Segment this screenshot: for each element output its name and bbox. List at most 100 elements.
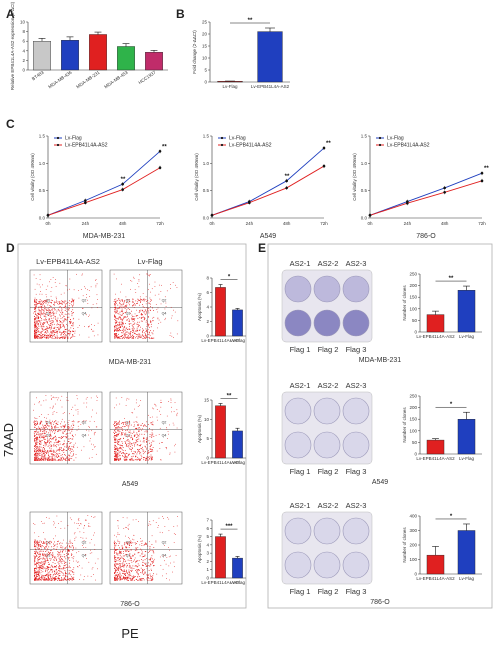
event <box>157 527 159 528</box>
event <box>128 443 130 444</box>
event <box>43 326 45 328</box>
event <box>150 524 152 526</box>
event <box>57 561 59 563</box>
event <box>115 435 117 437</box>
event <box>170 398 172 400</box>
event <box>59 324 61 326</box>
event <box>43 303 45 304</box>
event <box>141 578 142 580</box>
x-tick-label: 48h <box>441 221 449 226</box>
event <box>40 565 41 567</box>
event <box>45 328 46 330</box>
event <box>130 459 131 461</box>
event <box>35 578 36 580</box>
y-tick-label: 200 <box>409 543 417 548</box>
event <box>69 307 70 309</box>
event <box>36 458 38 460</box>
event <box>52 552 54 554</box>
event <box>141 556 143 558</box>
event <box>58 458 60 460</box>
event <box>150 330 152 332</box>
event <box>72 334 73 335</box>
event <box>74 532 76 534</box>
event <box>54 307 55 309</box>
plate-bottom-label: Flag 1 <box>290 467 311 476</box>
event <box>124 459 126 461</box>
event <box>131 449 132 451</box>
event <box>54 573 56 575</box>
event <box>146 307 148 308</box>
event <box>75 560 77 562</box>
event <box>40 332 42 334</box>
event <box>170 306 172 308</box>
event <box>52 330 54 332</box>
event <box>114 446 116 447</box>
event <box>121 304 123 306</box>
event <box>147 552 149 553</box>
event <box>128 427 129 429</box>
event <box>125 405 127 406</box>
event <box>47 459 48 460</box>
event <box>116 567 118 568</box>
event <box>58 429 60 431</box>
event <box>40 404 42 406</box>
event <box>58 328 59 330</box>
event <box>132 412 134 414</box>
event <box>128 302 130 304</box>
event <box>88 425 90 427</box>
event <box>114 333 116 334</box>
event <box>159 442 160 444</box>
event <box>35 443 36 445</box>
event <box>123 336 125 338</box>
event <box>34 435 36 437</box>
event <box>35 455 37 457</box>
event <box>38 454 40 456</box>
y-tick-label: 8 <box>22 29 25 34</box>
event <box>142 450 144 452</box>
event <box>130 457 132 459</box>
event <box>95 279 97 280</box>
event <box>35 308 36 310</box>
event <box>38 551 40 553</box>
event <box>46 336 48 338</box>
event <box>58 578 59 580</box>
event <box>51 564 53 566</box>
y-tick-label: 4 <box>206 542 209 547</box>
event <box>34 564 36 565</box>
event <box>121 577 123 579</box>
event <box>113 273 115 275</box>
event <box>125 333 126 335</box>
event <box>127 559 129 561</box>
event <box>74 404 76 406</box>
event <box>126 570 128 572</box>
event <box>52 414 54 415</box>
event <box>47 331 49 333</box>
event <box>43 400 45 402</box>
event <box>51 451 52 452</box>
event <box>42 554 44 555</box>
event <box>148 331 150 333</box>
event <box>91 457 93 458</box>
event <box>64 556 66 558</box>
event <box>36 449 38 451</box>
event <box>89 420 91 422</box>
event <box>146 330 148 332</box>
event <box>40 545 42 547</box>
event <box>34 445 35 447</box>
event <box>116 553 117 555</box>
event <box>36 576 37 578</box>
event <box>122 312 124 314</box>
event <box>94 532 95 534</box>
event <box>94 431 96 433</box>
event <box>47 414 49 415</box>
event <box>176 413 178 415</box>
bar <box>145 52 163 71</box>
event <box>68 305 70 307</box>
event <box>115 324 117 326</box>
event <box>147 574 149 576</box>
event <box>117 459 119 461</box>
event <box>48 542 49 543</box>
event <box>36 283 38 285</box>
event <box>121 570 122 571</box>
